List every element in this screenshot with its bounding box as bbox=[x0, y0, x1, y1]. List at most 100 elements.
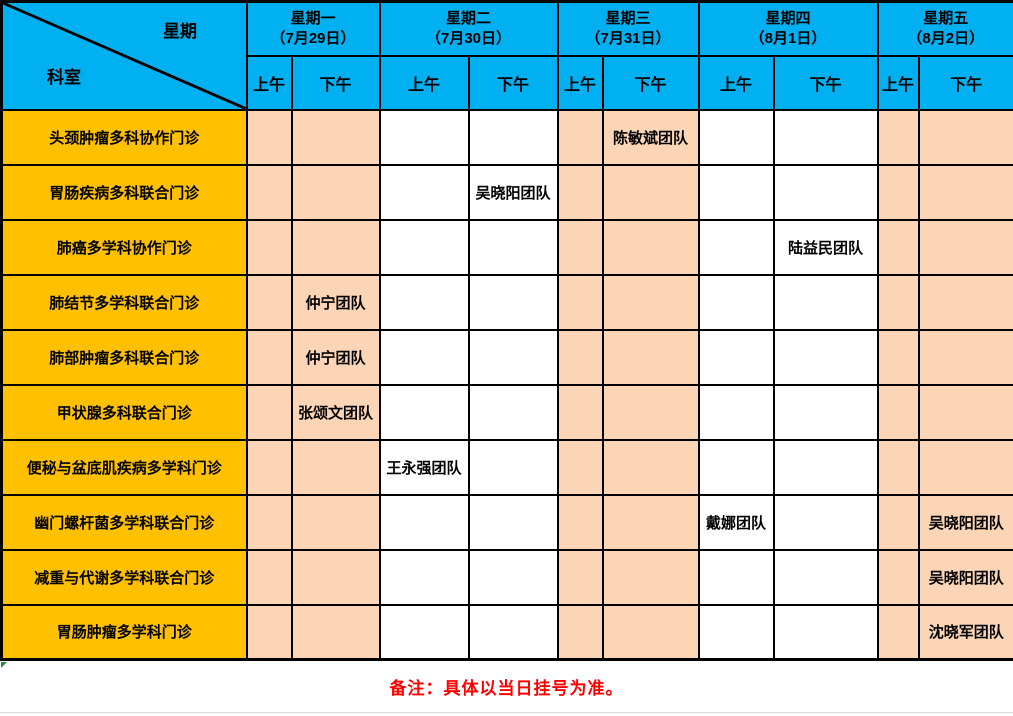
table-row: 便秘与盆底肌疾病多学科门诊 王永强团队 bbox=[0, 438, 1013, 496]
ampm-header-row: 上午 下午 上午 下午 上午 下午 上午 下午 上午 下午 bbox=[2, 54, 1013, 111]
empty-cell bbox=[917, 383, 1013, 441]
empty-cell bbox=[290, 493, 381, 551]
table-row: 幽门螺杆菌多学科联合门诊 戴娜团队 吴晓阳团队 bbox=[0, 493, 1013, 551]
empty-cell bbox=[917, 273, 1013, 331]
pm-header-tuesday: 下午 bbox=[467, 54, 559, 111]
day-header-tuesday: 星期二 （7月30日） bbox=[378, 0, 559, 57]
empty-cell bbox=[697, 383, 775, 441]
empty-cell bbox=[917, 438, 1013, 496]
empty-cell bbox=[876, 438, 920, 496]
empty-cell bbox=[467, 438, 559, 496]
footer-note: 备注：具体以当日挂号为准。 bbox=[389, 679, 624, 698]
dept-label: 头颈肿瘤多科协作门诊 bbox=[0, 108, 248, 166]
table-row: 甲状腺多科联合门诊 张颂文团队 bbox=[0, 383, 1013, 441]
empty-cell bbox=[556, 163, 604, 221]
day-header-wednesday: 星期三 （7月31日） bbox=[556, 0, 700, 57]
table-row: 肺癌多学科协作门诊 陆益民团队 bbox=[0, 218, 1013, 276]
empty-cell bbox=[917, 108, 1013, 166]
day-date: （7月29日） bbox=[270, 29, 356, 47]
empty-cell bbox=[378, 328, 470, 386]
empty-cell bbox=[917, 218, 1013, 276]
table-row: 头颈肿瘤多科协作门诊 陈敏斌团队 bbox=[0, 108, 1013, 166]
empty-cell bbox=[601, 163, 700, 221]
empty-cell bbox=[467, 218, 559, 276]
table-row: 胃肠肿瘤多学科门诊 沈晓军团队 bbox=[0, 603, 1013, 661]
empty-cell bbox=[378, 108, 470, 166]
empty-cell bbox=[601, 328, 700, 386]
cell-error-marker-triangle bbox=[1, 662, 7, 668]
empty-cell bbox=[876, 328, 920, 386]
corner-dept-label: 科室 bbox=[47, 68, 81, 87]
empty-cell bbox=[556, 438, 604, 496]
empty-cell bbox=[601, 548, 700, 606]
empty-cell bbox=[601, 383, 700, 441]
table-row: 减重与代谢多学科联合门诊 吴晓阳团队 bbox=[0, 548, 1013, 606]
am-header-monday: 上午 bbox=[245, 54, 293, 111]
team-cell: 吴晓阳团队 bbox=[467, 163, 559, 221]
dept-label: 胃肠疾病多科联合门诊 bbox=[0, 163, 248, 221]
team-cell: 沈晓军团队 bbox=[917, 603, 1013, 661]
empty-cell bbox=[290, 603, 381, 661]
empty-cell bbox=[556, 273, 604, 331]
empty-cell bbox=[290, 108, 381, 166]
empty-cell bbox=[245, 383, 293, 441]
empty-cell bbox=[245, 163, 293, 221]
day-date: （8月1日） bbox=[749, 29, 827, 47]
corner-week-label: 星期 bbox=[163, 22, 197, 41]
empty-cell bbox=[772, 108, 879, 166]
empty-cell bbox=[556, 493, 604, 551]
day-name: 星期一 bbox=[290, 10, 336, 28]
empty-cell bbox=[772, 328, 879, 386]
am-header-wednesday: 上午 bbox=[556, 54, 604, 111]
dept-label: 肺结节多学科联合门诊 bbox=[0, 273, 248, 331]
dept-label: 减重与代谢多学科联合门诊 bbox=[0, 548, 248, 606]
day-header-thursday: 星期四 （8月1日） bbox=[697, 0, 879, 57]
empty-cell bbox=[876, 603, 920, 661]
dept-label: 肺部肿瘤多科联合门诊 bbox=[0, 328, 248, 386]
day-header-row: 星期 科室 星期一 （7月29日） 星期二 （7月30日） 星期三 （7月31日… bbox=[0, 0, 1013, 111]
empty-cell bbox=[876, 383, 920, 441]
dept-label: 甲状腺多科联合门诊 bbox=[0, 383, 248, 441]
dept-label: 幽门螺杆菌多学科联合门诊 bbox=[0, 493, 248, 551]
table-row: 肺结节多学科联合门诊 仲宁团队 bbox=[0, 273, 1013, 331]
empty-cell bbox=[556, 108, 604, 166]
day-name: 星期五 bbox=[923, 10, 969, 28]
empty-cell bbox=[245, 218, 293, 276]
schedule-table: 星期 科室 星期一 （7月29日） 星期二 （7月30日） 星期三 （7月31日… bbox=[0, 0, 1013, 661]
pm-header-monday: 下午 bbox=[290, 54, 381, 111]
empty-cell bbox=[245, 603, 293, 661]
empty-cell bbox=[467, 493, 559, 551]
am-header-tuesday: 上午 bbox=[378, 54, 470, 111]
empty-cell bbox=[917, 328, 1013, 386]
empty-cell bbox=[378, 383, 470, 441]
day-date: （8月2日） bbox=[907, 29, 985, 47]
empty-cell bbox=[378, 163, 470, 221]
empty-cell bbox=[772, 493, 879, 551]
footer-note-bar: 备注：具体以当日挂号为准。 bbox=[0, 661, 1013, 713]
empty-cell bbox=[697, 603, 775, 661]
empty-cell bbox=[290, 438, 381, 496]
empty-cell bbox=[467, 383, 559, 441]
team-cell: 张颂文团队 bbox=[290, 383, 381, 441]
day-name: 星期四 bbox=[765, 10, 811, 28]
empty-cell bbox=[876, 548, 920, 606]
day-name: 星期二 bbox=[445, 10, 491, 28]
empty-cell bbox=[245, 108, 293, 166]
dept-label: 肺癌多学科协作门诊 bbox=[0, 218, 248, 276]
empty-cell bbox=[876, 493, 920, 551]
empty-cell bbox=[601, 273, 700, 331]
team-cell: 陈敏斌团队 bbox=[601, 108, 700, 166]
empty-cell bbox=[876, 108, 920, 166]
empty-cell bbox=[876, 218, 920, 276]
empty-cell bbox=[697, 438, 775, 496]
empty-cell bbox=[697, 548, 775, 606]
empty-cell bbox=[556, 548, 604, 606]
empty-cell bbox=[772, 383, 879, 441]
empty-cell bbox=[697, 108, 775, 166]
empty-cell bbox=[378, 603, 470, 661]
team-cell: 仲宁团队 bbox=[290, 273, 381, 331]
dept-label: 便秘与盆底肌疾病多学科门诊 bbox=[0, 438, 248, 496]
team-cell: 戴娜团队 bbox=[697, 493, 775, 551]
empty-cell bbox=[290, 218, 381, 276]
